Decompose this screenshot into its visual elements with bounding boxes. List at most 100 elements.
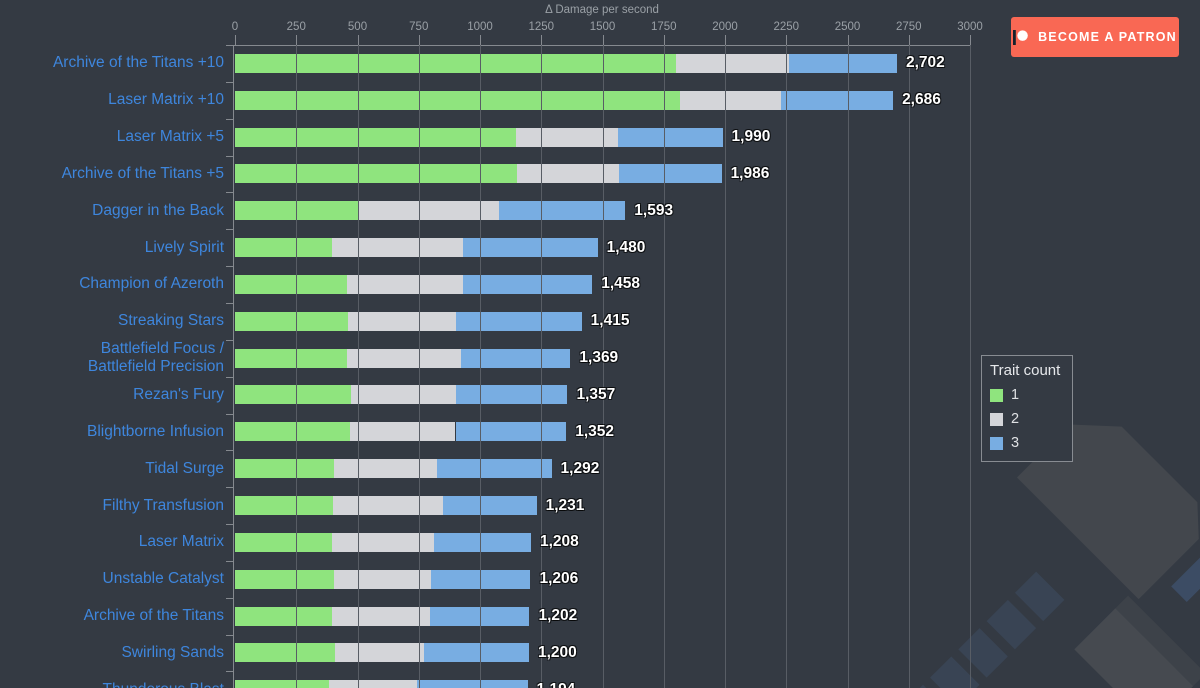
bar-segment-trait-1[interactable] — [235, 127, 516, 147]
bar-segment-trait-3[interactable] — [499, 201, 626, 221]
bar-segment-trait-2[interactable] — [332, 238, 464, 258]
bar-segment-trait-3[interactable] — [423, 643, 529, 663]
bar-segment-trait-2[interactable] — [346, 348, 462, 368]
y-tick-mark — [226, 597, 234, 599]
become-a-patron-button[interactable]: BECOME A PATRON — [1011, 17, 1179, 57]
y-tick-mark — [226, 302, 234, 304]
bar-segment-trait-2[interactable] — [515, 127, 618, 147]
bar-segment-trait-3[interactable] — [463, 274, 593, 294]
x-tick-label: 2000 — [712, 21, 738, 33]
bar-segment-trait-1[interactable] — [235, 311, 348, 331]
x-tick-label: 3000 — [957, 21, 983, 33]
y-tick-mark — [226, 118, 234, 120]
row-label[interactable]: Archive of the Titans +5 — [0, 165, 224, 183]
bar-segment-trait-1[interactable] — [235, 164, 517, 184]
row-label[interactable]: Laser Matrix +10 — [0, 91, 224, 109]
y-tick-mark — [226, 229, 234, 231]
bar-segment-trait-3[interactable] — [417, 680, 528, 688]
bar-segment-trait-1[interactable] — [235, 348, 347, 368]
x-tick-label: 1500 — [589, 21, 616, 33]
row-label[interactable]: Laser Matrix +5 — [0, 128, 224, 146]
row-label[interactable]: Battlefield Focus / Battlefield Precision — [0, 340, 224, 376]
patreon-icon — [1013, 29, 1028, 45]
row-label-line: Laser Matrix +5 — [116, 128, 224, 145]
bar-segment-trait-2[interactable] — [357, 201, 500, 221]
bar-segment-trait-1[interactable] — [235, 90, 680, 110]
row-label[interactable]: Streaking Stars — [0, 312, 224, 330]
row-label[interactable]: Tidal Surge — [0, 460, 224, 478]
row-label[interactable]: Swirling Sands — [0, 644, 224, 662]
bar-segment-trait-2[interactable] — [333, 459, 437, 479]
gridline — [847, 45, 849, 688]
y-tick-mark — [226, 376, 234, 378]
row-label[interactable]: Dagger in the Back — [0, 202, 224, 220]
bar-segment-trait-3[interactable] — [617, 127, 723, 147]
row-label-line: Lively Spirit — [144, 238, 224, 256]
row-label-line: Filthy Transfusion — [102, 496, 224, 514]
row-label-line: Unstable Catalyst — [102, 570, 224, 588]
row-label[interactable]: Unstable Catalyst — [0, 570, 224, 588]
bar-segment-trait-3[interactable] — [455, 422, 567, 442]
row-label[interactable]: Laser Matrix — [0, 533, 224, 551]
bar-segment-trait-1[interactable] — [235, 496, 333, 515]
bar-segment-trait-2[interactable] — [350, 422, 456, 442]
bar-segment-trait-1[interactable] — [235, 532, 332, 552]
bar-segment-trait-3[interactable] — [456, 385, 568, 405]
bar-segment-trait-1[interactable] — [235, 459, 334, 479]
bar-segment-trait-3[interactable] — [434, 532, 531, 552]
bar-segment-trait-2[interactable] — [347, 311, 456, 331]
bar-segment-trait-1[interactable] — [235, 606, 332, 626]
x-tick-label: 500 — [347, 21, 368, 33]
bar-segment-trait-1[interactable] — [235, 238, 333, 258]
row-label[interactable]: Archive of the Titans — [0, 607, 224, 625]
bar-segment-trait-2[interactable] — [347, 274, 464, 294]
bar-segment-trait-1[interactable] — [235, 680, 330, 688]
row-label[interactable]: Filthy Transfusion — [0, 497, 224, 515]
x-tick-mark — [602, 35, 604, 46]
y-tick-mark — [226, 671, 234, 673]
legend-item-label: 1 — [1011, 387, 1020, 403]
bar-segment-trait-3[interactable] — [788, 53, 897, 73]
bar-segment-trait-3[interactable] — [461, 348, 571, 368]
bar-segment-trait-3[interactable] — [463, 238, 598, 258]
row-label-line: Tidal Surge — [145, 459, 224, 477]
bar-segment-trait-2[interactable] — [329, 680, 418, 688]
y-tick-mark — [226, 560, 234, 562]
x-tick-mark — [541, 35, 543, 46]
bar-segment-trait-3[interactable] — [455, 311, 582, 331]
bar-segment-trait-3[interactable] — [442, 496, 537, 515]
y-axis-line — [233, 45, 234, 688]
gridline — [418, 45, 420, 688]
bar-segment-trait-2[interactable] — [679, 90, 781, 110]
bar-segment-trait-2[interactable] — [676, 53, 789, 73]
legend-item-label: 2 — [1011, 411, 1020, 427]
row-label[interactable]: Blightborne Infusion — [0, 423, 224, 441]
row-label[interactable]: Rezan's Fury — [0, 386, 224, 404]
x-tick-mark — [663, 35, 665, 46]
bar-segment-trait-3[interactable] — [780, 90, 894, 110]
bar-segment-trait-1[interactable] — [235, 643, 335, 663]
bar-segment-trait-2[interactable] — [351, 385, 457, 405]
bar-segment-trait-3[interactable] — [618, 164, 722, 184]
row-label[interactable]: Lively Spirit — [0, 239, 224, 257]
bar-segment-trait-2[interactable] — [334, 643, 424, 663]
bar-segment-trait-1[interactable] — [235, 422, 351, 442]
row-label[interactable]: Thunderous Blast — [0, 681, 225, 688]
bar-segment-trait-2[interactable] — [331, 606, 430, 626]
bar-segment-trait-1[interactable] — [235, 385, 352, 405]
row-label[interactable]: Champion of Azeroth — [0, 275, 224, 293]
row-label[interactable]: Archive of the Titans +10 — [0, 54, 224, 72]
y-tick-mark — [226, 524, 234, 526]
bar-segment-trait-1[interactable] — [235, 53, 676, 73]
bar-segment-trait-2[interactable] — [333, 496, 443, 515]
bar-segment-trait-3[interactable] — [429, 606, 530, 626]
bar-segment-trait-1[interactable] — [235, 274, 348, 294]
row-label-line: Blightborne Infusion — [86, 422, 224, 440]
gridline — [357, 45, 359, 688]
bar-segment-trait-2[interactable] — [331, 532, 435, 552]
bar-segment-trait-1[interactable] — [235, 569, 334, 589]
row-label-line: Archive of the Titans — [83, 607, 224, 625]
bar-segment-trait-3[interactable] — [436, 459, 552, 479]
